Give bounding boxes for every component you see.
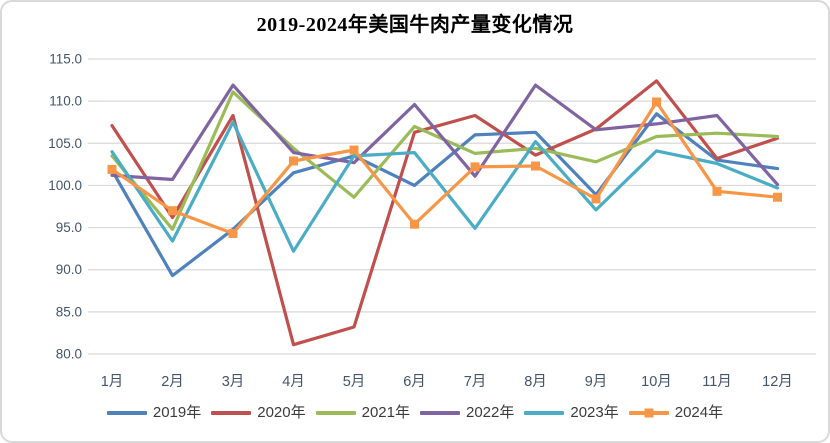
x-tick-label: 8月 [524, 374, 547, 390]
legend-item-2024年: 2024年 [628, 404, 724, 421]
y-tick-label: 90.0 [56, 262, 82, 277]
series-marker-2024年 [410, 219, 419, 229]
series-marker-2024年 [349, 145, 359, 155]
series-line-2024年 [110, 100, 780, 236]
x-tick-label: 7月 [464, 374, 487, 390]
x-tick-label: 9月 [585, 374, 608, 390]
x-tick-label: 2月 [161, 374, 184, 390]
y-tick-label: 100.0 [48, 178, 82, 193]
legend-label: 2021年 [361, 404, 410, 421]
series-marker-2024年 [591, 194, 601, 204]
legend-swatch [628, 408, 669, 417]
series-line-2022年 [110, 83, 780, 187]
legend-label: 2022年 [466, 404, 515, 421]
legend-label: 2024年 [674, 404, 724, 421]
x-tick-label: 3月 [222, 374, 245, 390]
legend-swatch [106, 410, 147, 415]
chart-legend: 2019年 2020年 2021年 2022年 2023年 2024年 [2, 405, 828, 420]
x-tick-label: 5月 [343, 374, 366, 390]
series-line-2020年 [110, 79, 780, 347]
x-tick-label: 4月 [282, 374, 305, 390]
legend-item-2022年: 2022年 [420, 405, 514, 420]
chart-title: 2019-2024年美国牛肉产量变化情况 [256, 14, 574, 36]
legend-swatch [211, 410, 252, 415]
series-marker-2024年 [712, 186, 722, 196]
legend-swatch [420, 410, 460, 415]
series-marker-2024年 [652, 97, 661, 107]
legend-swatch [315, 410, 356, 415]
x-tick-label: 12月 [762, 374, 793, 390]
series-line-2023年 [110, 120, 780, 253]
y-tick-label: 95.0 [56, 220, 82, 235]
legend-label: 2023年 [570, 404, 619, 421]
y-tick-label: 105.0 [48, 136, 82, 151]
series-marker-2024年 [470, 162, 480, 172]
x-tick-label: 11月 [702, 374, 732, 390]
series-marker-2024年 [168, 206, 177, 216]
legend-item-2020年: 2020年 [211, 404, 306, 421]
x-tick-label: 6月 [403, 374, 426, 390]
series-marker-2024年 [107, 164, 117, 174]
legend-item-2021年: 2021年 [315, 404, 410, 421]
series-marker-2024年 [773, 192, 782, 202]
legend-label: 2020年 [257, 404, 306, 421]
series-marker-2024年 [289, 156, 298, 166]
series-marker-2024年 [228, 228, 238, 238]
legend-swatch [524, 410, 565, 415]
y-tick-label: 80.0 [56, 347, 82, 362]
legend-swatch-square-marker [644, 408, 654, 417]
legend-item-2023年: 2023年 [524, 404, 619, 421]
y-tick-label: 85.0 [56, 304, 82, 319]
series-marker-2024年 [531, 161, 540, 171]
x-tick-label: 10月 [641, 374, 672, 390]
y-tick-label: 110.0 [49, 94, 82, 109]
legend-label: 2019年 [152, 404, 202, 421]
y-tick-label: 115.0 [49, 52, 82, 67]
legend-item-2019年: 2019年 [106, 404, 202, 421]
x-tick-label: 1月 [101, 374, 124, 390]
